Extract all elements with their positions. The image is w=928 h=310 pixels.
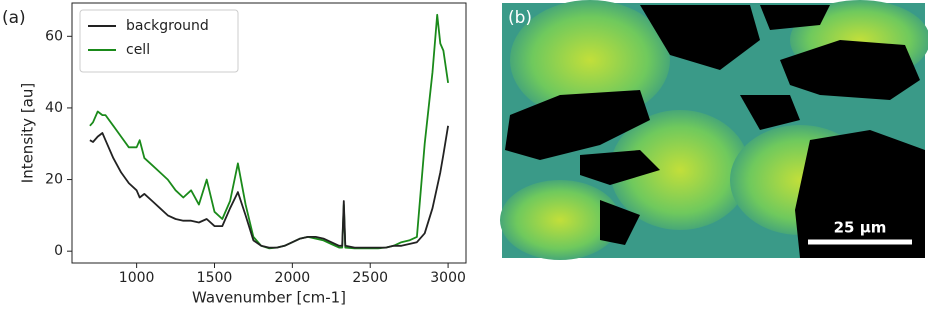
y-tick-label: 40: [45, 100, 63, 116]
image-void: [740, 95, 800, 130]
series-line: [89, 125, 449, 249]
cell-image: 25 µm (b): [500, 0, 928, 260]
image-void: [580, 150, 660, 185]
x-tick-label: 1000: [119, 270, 155, 286]
image-void: [600, 200, 640, 245]
image-cell: [510, 0, 670, 120]
x-tick-label: 3000: [430, 270, 466, 286]
x-tick-label: 1500: [197, 270, 233, 286]
y-tick-label: 60: [45, 28, 63, 44]
panel-label: (a): [2, 8, 26, 28]
image-void: [505, 90, 650, 160]
image-void: [795, 130, 925, 258]
x-tick-label: 2500: [352, 270, 388, 286]
panel-label: (b): [508, 8, 532, 28]
x-tick-label: 2000: [275, 270, 311, 286]
image-cell: [610, 110, 750, 230]
scale-bar-label: 25 µm: [834, 219, 887, 237]
image-cell: [500, 180, 620, 260]
image-void: [640, 5, 760, 70]
y-axis-label: Intensity [au]: [19, 83, 37, 183]
y-tick-label: 20: [45, 172, 63, 188]
x-axis-label: Wavenumber [cm-1]: [192, 289, 346, 307]
legend-label: cell: [126, 42, 150, 58]
legend-label: background: [126, 18, 209, 34]
image-void: [780, 40, 920, 100]
image-void: [760, 5, 830, 30]
legend-box: [79, 9, 239, 73]
y-tick-label: 0: [54, 243, 63, 259]
plot-frame: [71, 2, 467, 264]
